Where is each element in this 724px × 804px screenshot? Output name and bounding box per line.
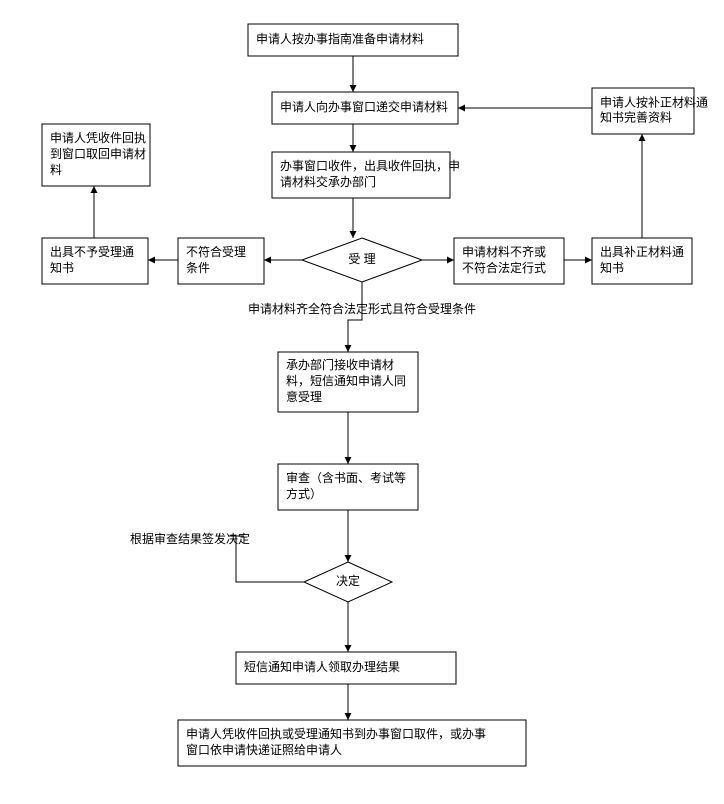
free-label: 根据审查结果签发决定 [130,531,250,546]
node-text: 不符合法定行式 [462,260,546,275]
node-text: 知书完善资料 [600,110,672,125]
node-n10: 申请人按补正材料通知书完善资料 [592,88,708,134]
node-text: 窗口依申请快递证照给申请人 [186,742,342,757]
arrowhead [350,85,357,92]
node-text: 短信通知申请人领取办理结果 [244,659,400,674]
arrowhead [91,186,98,193]
node-text: 受 理 [348,252,375,266]
arrowhead [264,257,271,264]
node-n5: 不符合受理条件 [178,238,264,284]
node-text: 承办部门接收申请材 [286,357,394,372]
arrowhead [639,134,646,141]
node-n13: 决定 [304,562,392,602]
node-n2: 申请人向办事窗口递交申请材料 [272,92,458,124]
node-text: 料 [50,163,62,177]
node-text: 料，短信通知申请人同 [286,374,406,388]
arrowhead [458,105,465,112]
node-text: 知书 [600,261,624,275]
node-n8: 申请材料不齐或不符合法定行式 [454,238,564,284]
node-text: 到窗口取回申请材 [50,147,146,161]
arrowhead [345,345,352,352]
node-text: 出具补正材料通 [600,245,684,259]
arrowhead [345,713,352,720]
node-text: 出具不予受理通 [50,245,134,259]
node-text: 条件 [186,261,210,275]
arrowhead [345,555,352,562]
flowchart-canvas: 申请人按办事指南准备申请材料申请人向办事窗口递交申请材料办事窗口收件，出具收件回… [0,0,724,804]
free-label: 申请材料齐全符合法定形式且符合受理条件 [248,301,476,316]
node-text: 意受理 [286,389,322,404]
node-text: 申请材料不齐或 [462,244,546,259]
node-n7: 申请人凭收件回执到窗口取回申请材料 [42,124,150,186]
node-text: 申请人按办事指南准备申请材料 [256,31,424,46]
node-n9: 出具补正材料通知书 [592,238,692,284]
node-text: 决定 [336,573,360,588]
node-text: 知书 [50,261,74,275]
arrowhead [148,257,155,264]
node-text: 审查（含书面、考试等 [286,470,406,485]
arrowhead [345,645,352,652]
node-n14: 短信通知申请人领取办理结果 [236,652,456,684]
node-text: 不符合受理 [186,244,246,259]
node-text: 申请人向办事窗口递交申请材料 [280,99,448,114]
arrowhead [350,145,357,152]
arrowhead [350,231,357,238]
node-n3: 办事窗口收件，出具收件回执，申请材料交承办部门 [272,152,460,198]
node-text: 申请人凭收件回执或受理通知书到办事窗口取件，或办事 [186,726,486,741]
arrowhead [345,457,352,464]
arrowhead [447,257,454,264]
node-n15: 申请人凭收件回执或受理通知书到办事窗口取件，或办事窗口依申请快递证照给申请人 [178,720,526,766]
node-text: 办事窗口收件，出具收件回执，申 [280,158,460,173]
node-text: 请材料交承办部门 [280,174,376,189]
node-n4: 受 理 [302,238,422,282]
node-n6: 出具不予受理通知书 [42,238,148,284]
node-text: 方式） [286,486,322,501]
node-text: 申请人凭收件回执 [50,130,146,145]
edge [348,282,362,352]
node-n12: 审查（含书面、考试等方式） [278,464,418,510]
node-n1: 申请人按办事指南准备申请材料 [248,24,458,56]
arrowhead [585,257,592,264]
node-n11: 承办部门接收申请材料，短信通知申请人同意受理 [278,352,418,412]
node-text: 申请人按补正材料通 [600,96,708,110]
